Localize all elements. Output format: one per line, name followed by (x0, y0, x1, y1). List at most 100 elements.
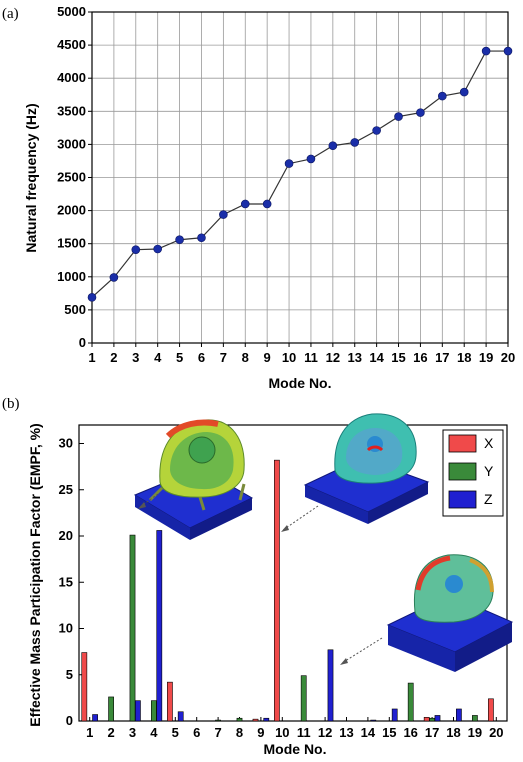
x-tick-label-2: 2 (107, 725, 114, 740)
x-tick-label-10: 10 (275, 725, 289, 740)
bar-x-mode-10 (274, 459, 280, 722)
x-tick-label-13: 13 (339, 725, 353, 740)
bar-x-mode-1 (81, 652, 88, 722)
mode-shape-10-inset (303, 413, 430, 524)
x-tick-label-4: 4 (150, 725, 158, 740)
x-tick-label-1: 1 (86, 725, 93, 740)
legend-label-x: X (484, 435, 494, 451)
bar-y-mode-2 (108, 696, 114, 722)
data-point-mode-13 (350, 138, 360, 147)
bar-y-mode-17 (429, 717, 435, 722)
y-tick-label-0: 0 (79, 335, 86, 350)
data-point-mode-10 (284, 159, 294, 168)
x-tick-label-12: 12 (326, 350, 340, 365)
x-tick-label-19: 19 (468, 725, 482, 740)
arrow-to-mode-16 (341, 637, 383, 664)
data-point-mode-3 (131, 245, 141, 254)
x-axis-title-a: Mode No. (269, 375, 332, 391)
x-tick-label-16: 16 (413, 350, 427, 365)
bar-x-mode-17 (423, 716, 430, 722)
x-tick-label-7: 7 (214, 725, 221, 740)
bar-y-mode-8 (236, 717, 243, 722)
x-tick-label-14: 14 (369, 350, 384, 365)
bar-z-mode-14 (370, 719, 377, 722)
inset-arrows (139, 493, 383, 664)
y-tick-label-2000: 2000 (57, 203, 86, 218)
bars (81, 459, 494, 722)
y-tick-label-30: 30 (59, 436, 73, 451)
data-point-mode-5 (175, 235, 184, 245)
x-tick-label-20: 20 (501, 350, 515, 365)
y-tick-label-15: 15 (59, 574, 73, 589)
y-tick-label-5: 5 (66, 667, 73, 682)
x-tick-label-4: 4 (154, 350, 162, 365)
x-tick-label-19: 19 (479, 350, 493, 365)
y-tick-label-1000: 1000 (57, 269, 86, 284)
data-point-mode-14 (372, 126, 381, 135)
legend-label-y: Y (484, 463, 494, 479)
x-tick-label-17: 17 (435, 350, 449, 365)
y-tick-label-5000: 5000 (57, 4, 86, 19)
y-axis-title-a: Natural frequency (Hz) (23, 103, 39, 252)
data-point-mode-1 (87, 293, 97, 302)
bar-z-mode-3 (135, 700, 141, 722)
y-ticks-a: 0 500 1000 1500 2000 2500 3000 3500 4000 4500 5000 (57, 4, 92, 350)
bar-y-mode-19 (472, 715, 478, 722)
panel-label-b: (b) (2, 396, 20, 412)
x-tick-label-8: 8 (236, 725, 243, 740)
data-point-mode-8 (240, 199, 250, 209)
x-tick-label-3: 3 (129, 725, 136, 740)
x-tick-label-10: 10 (282, 350, 296, 365)
bar-y-mode-16 (407, 682, 414, 722)
y-tick-label-1500: 1500 (57, 236, 86, 251)
data-point-mode-2 (109, 273, 119, 282)
data-point-mode-7 (219, 210, 228, 219)
arrow-to-mode-10 (282, 505, 319, 531)
data-point-mode-15 (394, 112, 403, 121)
bar-z-mode-18 (456, 708, 462, 722)
y-tick-label-2500: 2500 (57, 170, 86, 185)
x-tick-label-17: 17 (425, 725, 439, 740)
legend-label-z: Z (484, 491, 493, 507)
bar-z-mode-17 (434, 715, 441, 722)
x-tick-label-14: 14 (361, 725, 376, 740)
x-tick-label-11: 11 (304, 350, 318, 365)
x-ticks-b: 1 2 3 4 5 6 7 8 9 10 11 12 13 14 15 16 17 18 19 20 (86, 717, 504, 740)
bar-x-mode-5 (167, 681, 173, 722)
x-tick-label-1: 1 (88, 350, 95, 365)
y-tick-label-4000: 4000 (57, 70, 86, 85)
bar-z-mode-5 (177, 711, 184, 722)
x-tick-label-18: 18 (446, 725, 460, 740)
y-tick-label-4500: 4500 (57, 37, 86, 52)
panel-label-a: (a) (2, 6, 19, 22)
x-tick-label-18: 18 (457, 350, 471, 365)
x-tick-label-6: 6 (198, 350, 205, 365)
x-tick-label-9: 9 (264, 350, 271, 365)
bar-z-mode-4 (156, 530, 163, 722)
y-ticks-b: 0 5 10 15 20 25 30 (59, 436, 84, 728)
y-tick-label-500: 500 (64, 302, 86, 317)
data-point-mode-19 (481, 46, 491, 56)
bar-z-mode-15 (391, 708, 398, 722)
x-tick-label-3: 3 (132, 350, 139, 365)
bar-x-mode-20 (488, 698, 494, 722)
data-point-mode-4 (153, 244, 162, 254)
arrow-heads (138, 502, 348, 665)
x-tick-label-15: 15 (382, 725, 396, 740)
y-tick-label-0: 0 (66, 713, 73, 728)
bar-y-mode-11 (300, 675, 307, 722)
bar-z-mode-1 (92, 714, 98, 722)
plot-frame-b (78, 424, 508, 722)
data-point-mode-20 (503, 46, 513, 56)
x-tick-label-6: 6 (193, 725, 200, 740)
x-tick-label-16: 16 (403, 725, 417, 740)
x-tick-label-13: 13 (348, 350, 362, 365)
y-tick-label-3000: 3000 (57, 136, 86, 151)
data-point-mode-18 (459, 87, 469, 97)
x-tick-label-5: 5 (176, 350, 183, 365)
legend-swatch-x (448, 434, 477, 453)
x-tick-label-8: 8 (242, 350, 249, 365)
y-tick-label-10: 10 (59, 621, 73, 636)
x-tick-label-20: 20 (489, 725, 503, 740)
